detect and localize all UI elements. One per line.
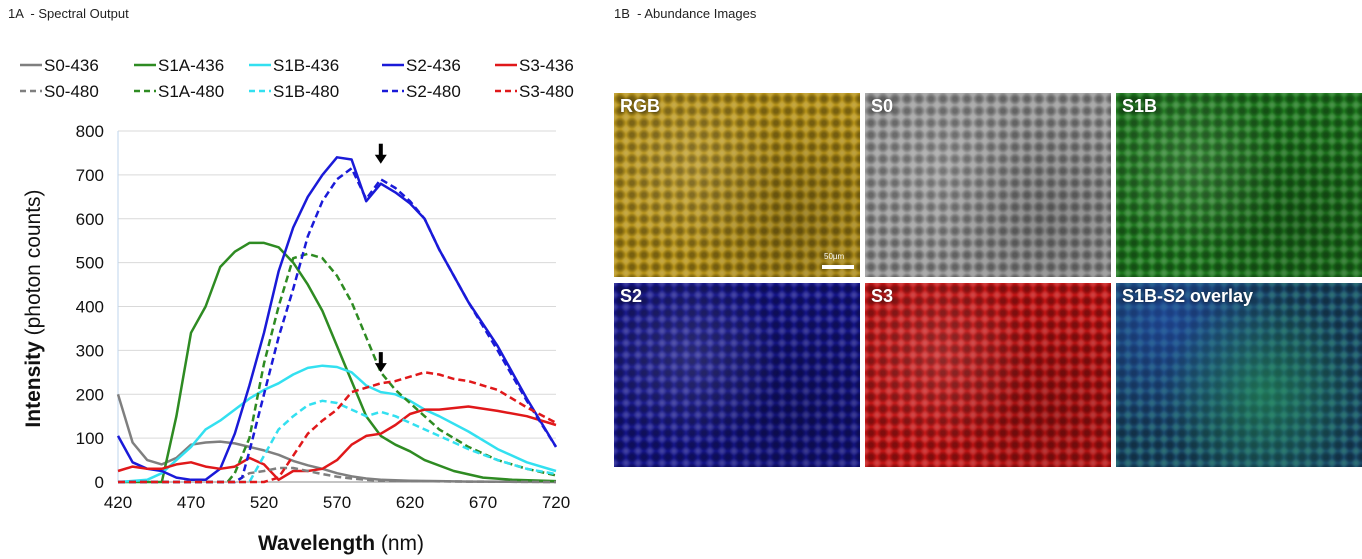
- scale-bar-label: 50µm: [824, 252, 845, 261]
- panel-label-1b: 1B - Abundance Images: [614, 6, 757, 21]
- y-axis-label-bold: Intensity: [22, 341, 45, 428]
- series-line-s3-480: [118, 371, 557, 484]
- x-tick-label: 520: [250, 493, 278, 512]
- x-tick-label: 420: [104, 493, 132, 512]
- arrow-shaft: [378, 143, 383, 156]
- annotation-arrow-icon: [374, 352, 387, 373]
- y-tick-label: 700: [76, 166, 104, 185]
- legend-label-s2-480: S2-480: [406, 82, 461, 101]
- series-line-s3-436: [117, 405, 557, 482]
- y-tick-label: 800: [76, 122, 104, 141]
- arrow-head: [374, 154, 387, 164]
- abundance-tile-s0: S0: [865, 93, 1111, 277]
- y-axis-label: Intensity (photon counts): [22, 189, 45, 427]
- abundance-tile-label: S2: [620, 286, 643, 306]
- abundance-tile-s1b-s2-overlay: S1B-S2 overlay: [1116, 283, 1362, 467]
- legend-label-s3-480: S3-480: [519, 82, 574, 101]
- abundance-tile-label: S1B-S2 overlay: [1122, 286, 1254, 306]
- legend-label-s1b-436: S1B-436: [273, 56, 339, 75]
- abundance-tile-label: S0: [871, 96, 894, 116]
- y-tick-label: 200: [76, 385, 104, 404]
- y-tick-label: 500: [76, 254, 104, 273]
- series-line-s1b-480: [118, 399, 557, 484]
- arrow-head: [374, 363, 387, 373]
- series-line-s1a-436: [118, 241, 557, 484]
- abundance-tile-label: S1B: [1122, 96, 1158, 116]
- y-tick-label: 100: [76, 429, 104, 448]
- x-tick-label: 570: [323, 493, 351, 512]
- abundance-tile-s2: S2: [614, 283, 860, 467]
- legend-label-s0-436: S0-436: [44, 56, 99, 75]
- abundance-tile-s1b: S1B: [1116, 93, 1362, 277]
- y-tick-label: 600: [76, 210, 104, 229]
- panel-label-1a: 1A - Spectral Output: [8, 6, 129, 21]
- x-axis-label-bold: Wavelength: [258, 532, 375, 555]
- legend-label-s1a-436: S1A-436: [158, 56, 224, 75]
- arrow-shaft: [378, 352, 383, 365]
- abundance-tile-label: S3: [871, 286, 894, 306]
- abundance-tile-label: RGB: [620, 96, 660, 116]
- abundance-tile-rgb: RGB 50µm: [614, 93, 860, 277]
- legend-label-s0-480: S0-480: [44, 82, 99, 101]
- abundance-tile-s3: S3: [865, 283, 1111, 467]
- x-axis-label-unit: (nm): [375, 532, 424, 555]
- x-tick-label: 670: [469, 493, 497, 512]
- y-axis-label-unit: (photon counts): [22, 189, 45, 341]
- x-tick-label: 470: [177, 493, 205, 512]
- series-line-s0-480: [118, 466, 557, 484]
- y-tick-label: 0: [95, 473, 104, 492]
- legend-label-s3-436: S3-436: [519, 56, 574, 75]
- annotation-arrow-icon: [374, 143, 387, 164]
- series-line-s1b-436: [117, 364, 557, 484]
- abundance-image-grid: RGB 50µm S0 S1B S2 S3 S1B-S2 overlay: [614, 93, 1362, 467]
- legend-label-s2-436: S2-436: [406, 56, 461, 75]
- y-tick-label: 300: [76, 341, 104, 360]
- series-line-s2-436: [116, 156, 558, 482]
- y-tick-label: 400: [76, 298, 104, 317]
- legend-label-s1b-480: S1B-480: [273, 82, 339, 101]
- series-line-s2-480: [118, 167, 558, 484]
- series-line-s1a-480: [118, 252, 557, 484]
- x-axis-label: Wavelength (nm): [258, 532, 424, 555]
- x-tick-label: 620: [396, 493, 424, 512]
- spectral-output-chart: 0 100 200 300 400 500 600 700 800 420 470 520 570 620…: [20, 56, 574, 555]
- x-tick-label: 720: [542, 493, 570, 512]
- scale-bar: [822, 265, 854, 269]
- legend-label-s1a-480: S1A-480: [158, 82, 224, 101]
